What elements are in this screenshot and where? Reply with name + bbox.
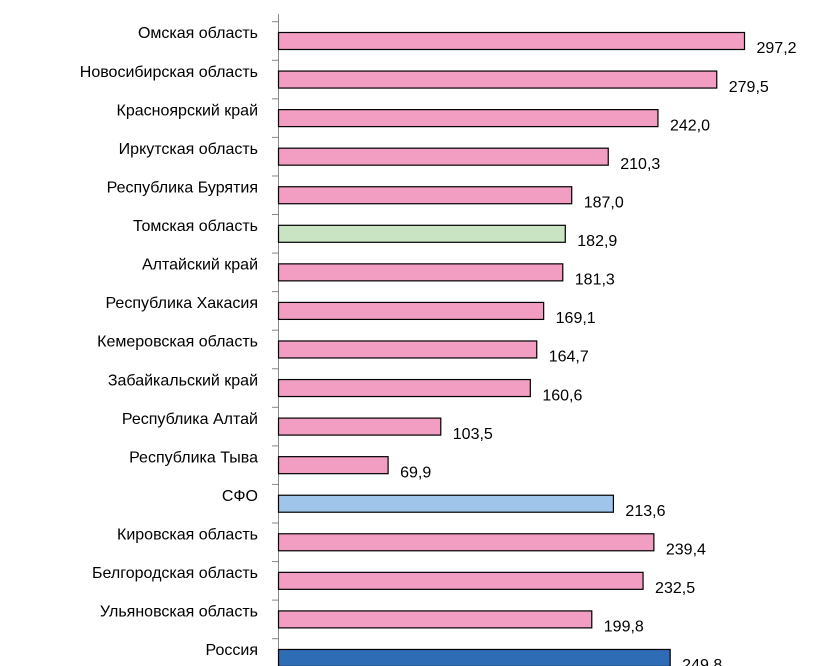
bar (277, 648, 671, 666)
bar (277, 224, 566, 243)
bar (277, 571, 644, 590)
bar (277, 70, 718, 89)
category-label: Красноярский край (117, 102, 258, 119)
category-label: Забайкальский край (108, 372, 258, 389)
bar (277, 378, 531, 398)
bar (277, 417, 442, 436)
bar (277, 31, 746, 51)
value-label: 297,2 (757, 40, 797, 57)
value-label: 199,8 (604, 619, 644, 636)
category-label: Иркутская область (119, 141, 258, 158)
value-label: 69,9 (400, 464, 431, 481)
category-label: Белгородская область (92, 565, 258, 582)
category-label: Новосибирская область (80, 64, 258, 81)
value-label: 213,6 (625, 503, 665, 520)
category-label: Республика Тыва (129, 449, 258, 466)
category-label: Томская область (133, 218, 258, 235)
category-label: Республика Алтай (122, 411, 258, 428)
bar (277, 610, 593, 629)
bar (277, 340, 538, 359)
category-label: Республика Хакасия (105, 295, 258, 312)
category-label: Омская область (138, 25, 258, 42)
category-label: Ульяновская область (100, 604, 258, 621)
bar (277, 263, 564, 282)
category-label: Республика Бурятия (107, 179, 258, 196)
value-label: 103,5 (453, 426, 493, 443)
value-label: 232,5 (655, 580, 695, 597)
value-label: 242,0 (670, 117, 710, 134)
value-label: 160,6 (542, 387, 582, 404)
category-label: СФО (222, 488, 258, 505)
value-label: 210,3 (620, 156, 660, 173)
category-label: Кировская область (117, 526, 258, 543)
category-label: Кемеровская область (97, 334, 258, 351)
bar (277, 456, 389, 475)
value-label: 279,5 (729, 79, 769, 96)
value-label: 249,8 (682, 657, 722, 666)
bar (277, 301, 545, 321)
category-label: Россия (206, 642, 258, 659)
bar (277, 109, 659, 128)
value-label: 187,0 (584, 194, 624, 211)
value-label: 182,9 (577, 233, 617, 250)
category-label: Алтайский край (142, 257, 258, 274)
value-label: 239,4 (666, 541, 706, 558)
bar (277, 186, 573, 205)
bar (277, 147, 609, 166)
value-label: 169,1 (556, 310, 596, 327)
value-label: 181,3 (575, 272, 615, 289)
value-label: 164,7 (549, 349, 589, 366)
bar (277, 494, 615, 513)
bar (277, 533, 655, 552)
